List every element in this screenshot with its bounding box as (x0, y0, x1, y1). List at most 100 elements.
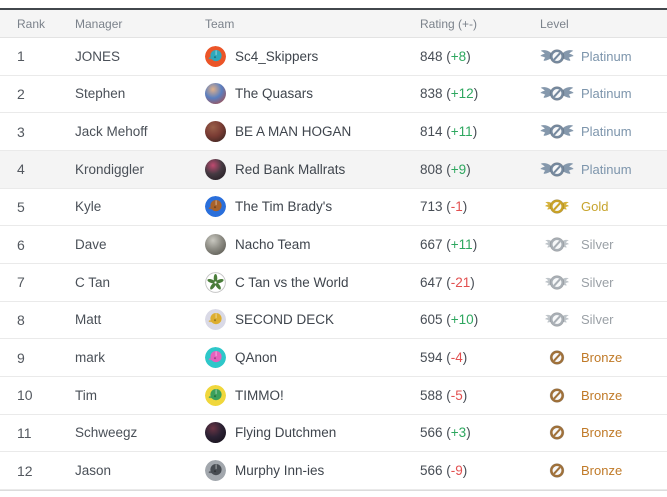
manager-name: mark (75, 350, 105, 366)
team-cell: BE A MAN HOGAN (205, 121, 420, 143)
rating-change-open-paren: ( (446, 274, 451, 290)
manager-name: Schweegz (75, 425, 138, 441)
manager-name: Kyle (75, 199, 102, 215)
table-row[interactable]: 10 Tim TIMMO! 588 (-5) Bronze (0, 376, 667, 415)
team-name: QAnon (235, 350, 278, 366)
column-header-rating[interactable]: Rating (+-) (420, 16, 478, 31)
table-row[interactable]: 9 mark QAnon 594 (-4) Bronze (0, 339, 667, 377)
rating-change-close-paren: ) (466, 48, 471, 64)
team-avatar (205, 83, 226, 105)
rating-change-value: -1 (450, 199, 463, 215)
team-name: BE A MAN HOGAN (235, 124, 352, 140)
level-badge-icon (540, 83, 574, 104)
rating-change-close-paren: ) (462, 387, 468, 403)
level-badge-icon (540, 272, 574, 293)
level-cell: Platinum (540, 121, 667, 142)
level-label: Platinum (581, 48, 632, 64)
team-name: C Tan vs the World (235, 274, 349, 290)
rating-cell: 838 (+12) (420, 86, 540, 101)
table-row[interactable]: 12 Jason Murphy Inn-ies 566 (-9) Bronze (0, 452, 667, 490)
rank-cell: 8 (17, 311, 25, 328)
team-name: Sc4_Skippers (235, 48, 319, 64)
team-cell: TIMMO! (205, 384, 420, 406)
level-badge-icon (540, 385, 574, 406)
rating-cell: 594 (-4) (420, 350, 540, 365)
level-badge-icon (540, 460, 574, 481)
table-row[interactable]: 3 Jack Mehoff BE A MAN HOGAN 814 (+11) P… (0, 113, 667, 151)
rating-change-close-paren: ) (462, 199, 468, 215)
rating-change-open-paren: ( (446, 48, 451, 64)
column-header-level[interactable]: Level (540, 16, 569, 31)
level-cell: Bronze (540, 347, 667, 368)
team-name: The Quasars (235, 86, 314, 102)
rating-change-value: +10 (450, 312, 474, 328)
level-cell: Platinum (540, 83, 667, 104)
level-badge-icon (540, 196, 574, 217)
rating-value: 647 (420, 274, 447, 290)
table-row[interactable]: 7 C Tan C Tan vs the World 647 (-21) Sil… (0, 263, 667, 302)
rating-value: 566 (420, 425, 447, 441)
rating-value: 808 (420, 161, 447, 177)
manager-name: Jason (75, 463, 112, 479)
level-badge-icon (540, 234, 574, 255)
rating-change-value: +11 (450, 124, 473, 140)
leaderboard-table: Rank Manager Team Rating (+-) Level 1 JO… (0, 8, 667, 491)
rating-value: 814 (420, 124, 447, 140)
level-badge-icon (540, 159, 574, 180)
rating-change-open-paren: ( (446, 425, 451, 441)
team-cell: Red Bank Mallrats (205, 158, 420, 180)
rating-change-close-paren: ) (473, 86, 479, 102)
team-cell: The Quasars (205, 83, 420, 105)
team-name: Nacho Team (235, 237, 311, 253)
level-label: Silver (581, 274, 614, 290)
table-row[interactable]: 1 JONES Sc4_Skippers 848 (+8) Platinum (0, 38, 667, 76)
column-header-manager[interactable]: Manager (75, 16, 123, 31)
level-label: Platinum (581, 124, 632, 140)
level-cell: Platinum (540, 159, 667, 180)
level-badge-icon (540, 309, 574, 330)
rating-value: 667 (420, 237, 447, 253)
rating-change-value: -9 (450, 463, 463, 479)
column-header-team[interactable]: Team (205, 16, 235, 31)
table-row[interactable]: 4 Krondiggler Red Bank Mallrats 808 (+9)… (0, 150, 667, 189)
rank-cell: 4 (17, 161, 25, 178)
rating-cell: 814 (+11) (420, 124, 540, 139)
manager-name: JONES (75, 48, 121, 64)
rating-change-close-paren: ) (472, 124, 478, 140)
rating-change-open-paren: ( (446, 161, 451, 177)
rating-change-open-paren: ( (446, 237, 451, 253)
table-row[interactable]: 6 Dave Nacho Team 667 (+11) Silver (0, 226, 667, 264)
team-cell: Flying Dutchmen (205, 422, 420, 444)
rating-change-value: +8 (450, 48, 467, 64)
team-avatar (205, 309, 226, 331)
manager-name: Stephen (75, 86, 126, 102)
level-label: Platinum (581, 161, 632, 177)
rating-cell: 808 (+9) (420, 162, 540, 177)
level-cell: Silver (540, 234, 667, 255)
column-header-rank[interactable]: Rank (17, 16, 46, 31)
manager-name: Matt (75, 312, 102, 328)
rating-change-close-paren: ) (473, 312, 479, 328)
table-row[interactable]: 5 Kyle The Tim Brady's 713 (-1) Gold (0, 188, 667, 227)
team-avatar (205, 347, 226, 369)
level-cell: Platinum (540, 46, 667, 67)
team-cell: Nacho Team (205, 234, 420, 256)
table-row[interactable]: 11 Schweegz Flying Dutchmen 566 (+3) Bro… (0, 414, 667, 453)
rating-cell: 566 (-9) (420, 463, 540, 478)
table-row[interactable]: 2 Stephen The Quasars 838 (+12) Platinum (0, 75, 667, 114)
rating-value: 566 (420, 463, 447, 479)
rating-cell: 647 (-21) (420, 275, 540, 290)
team-avatar (205, 45, 226, 67)
level-cell: Bronze (540, 385, 667, 406)
manager-name: C Tan (75, 274, 111, 290)
rating-change-open-paren: ( (446, 312, 451, 328)
rank-cell: 9 (17, 349, 25, 366)
rating-change-open-paren: ( (446, 86, 451, 102)
level-badge-icon (540, 121, 574, 142)
rating-change-close-paren: ) (466, 425, 471, 441)
table-row[interactable]: 8 Matt SECOND DECK 605 (+10) Silver (0, 301, 667, 340)
level-label: Silver (581, 312, 614, 328)
rating-change-close-paren: ) (462, 463, 468, 479)
team-avatar (205, 271, 226, 293)
team-avatar (205, 121, 226, 143)
